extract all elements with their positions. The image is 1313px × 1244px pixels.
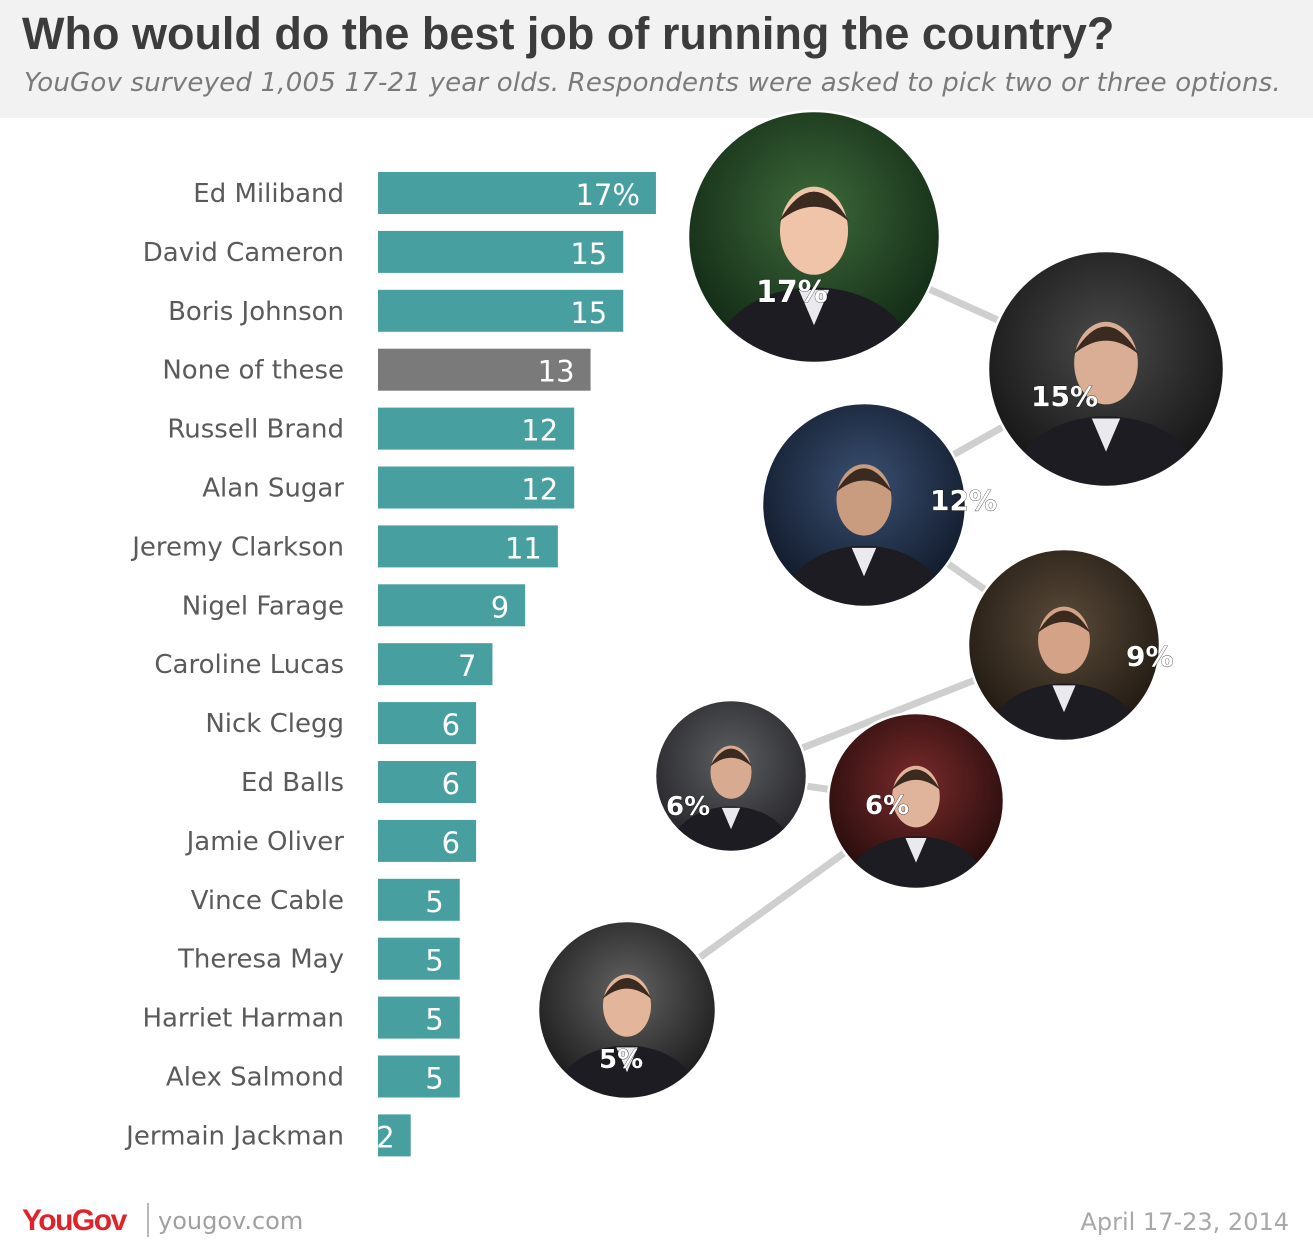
portrait-label-ed-miliband: 17% [756,275,828,310]
category-label-nick-clegg: Nick Clegg [205,709,344,739]
category-label-russell-brand: Russell Brand [167,415,344,445]
portrait-nigel-farage: 9% [966,547,1174,743]
person-silhouette-nigel-farage [989,606,1139,741]
portrait-jamie-oliver: 6% [826,711,1006,891]
person-silhouette-david-cameron [1013,321,1199,487]
person-silhouette-jamie-oliver [847,765,985,889]
category-label-nigel-farage: Nigel Farage [182,591,344,621]
value-label-vince-cable: 5 [425,885,443,919]
person-silhouette-alex-salmond [557,974,697,1099]
portrait-david-cameron: 15% [986,249,1226,489]
category-label-boris-johnson: Boris Johnson [168,297,344,327]
value-label-nigel-farage: 9 [491,590,509,624]
bar-alan-sugar [378,466,575,509]
category-label-jermain-jackman: Jermain Jackman [124,1121,344,1151]
person-silhouette-nick-clegg [671,745,791,852]
value-label-nick-clegg: 6 [442,708,460,742]
portrait-label-russell-brand: 12% [930,484,997,517]
bar-jermain-jackman [378,1114,411,1157]
bar-david-cameron [378,230,624,273]
value-label-caroline-lucas: 7 [458,649,476,683]
portrait-label-jamie-oliver: 6% [865,791,909,821]
portrait-label-alex-salmond: 5% [599,1045,643,1075]
bar-nick-clegg [378,702,477,745]
bar-ed-miliband [378,172,656,214]
portraits-layer: 17% 15% 12% 9% 6% 6% 5% [536,109,1226,1101]
footer-divider [147,1203,149,1237]
value-label-harriet-harman: 5 [425,1003,443,1037]
person-silhouette-ed-miliband [715,186,913,363]
bar-nigel-farage [378,584,526,627]
category-label-vince-cable: Vince Cable [191,886,344,916]
value-label-jeremy-clarkson: 11 [505,531,542,565]
category-label-caroline-lucas: Caroline Lucas [154,650,344,680]
value-label-russell-brand: 12 [521,414,558,448]
category-label-david-cameron: David Cameron [143,238,344,268]
chart-subtitle: YouGov surveyed 1,005 17-21 year olds. R… [24,68,1281,98]
category-label-theresa-may: Theresa May [177,945,344,975]
bar-theresa-may [378,937,460,980]
bar-jeremy-clarkson [378,525,558,568]
bar-russell-brand [378,407,575,450]
category-label-harriet-harman: Harriet Harman [142,1004,344,1034]
category-label-ed-miliband: Ed Miliband [193,179,344,209]
person-silhouette-russell-brand [784,464,944,607]
footer-site-link[interactable]: yougov.com [158,1207,304,1235]
bar-boris-johnson [378,289,624,332]
bar-alex-salmond [378,1055,460,1098]
category-label-jeremy-clarkson: Jeremy Clarkson [130,532,344,562]
bars-layer: Ed Miliband 17% David Cameron 15 Boris Johns… [124,172,656,1157]
value-label-ed-balls: 6 [442,767,460,801]
survey-date: April 17-23, 2014 [1080,1208,1289,1236]
yougov-logo: YouGov [22,1204,127,1237]
value-label-boris-johnson: 15 [570,296,607,330]
value-label-alan-sugar: 12 [521,473,558,507]
value-label-none-of-these: 13 [538,355,575,389]
portrait-alex-salmond: 5% [536,919,718,1101]
portrait-russell-brand: 12% [760,401,997,609]
category-label-alex-salmond: Alex Salmond [166,1063,344,1093]
value-label-david-cameron: 15 [570,237,607,271]
portrait-label-david-cameron: 15% [1031,380,1098,413]
category-label-ed-balls: Ed Balls [241,768,344,798]
value-label-theresa-may: 5 [425,944,443,978]
bar-ed-balls [378,761,477,803]
portrait-label-nick-clegg: 6% [666,792,710,822]
bar-none-of-these [378,348,591,391]
value-label-ed-miliband: 17% [575,178,639,212]
category-label-alan-sugar: Alan Sugar [202,474,344,504]
bar-vince-cable [378,878,460,921]
value-label-alex-salmond: 5 [425,1062,443,1096]
header: Who would do the best job of running the… [0,0,1313,118]
bar-caroline-lucas [378,643,493,686]
value-label-jamie-oliver: 6 [442,826,460,860]
chart-title: Who would do the best job of running the… [22,8,1115,59]
category-label-none-of-these: None of these [162,356,344,386]
bar-jamie-oliver [378,819,477,862]
portrait-label-nigel-farage: 9% [1126,640,1174,673]
bar-harriet-harman [378,996,460,1039]
category-label-jamie-oliver: Jamie Oliver [185,827,345,857]
value-label-jermain-jackman: 2 [376,1120,394,1154]
portrait-nick-clegg: 6% [653,698,809,854]
portrait-ed-miliband: 17% [686,109,942,365]
